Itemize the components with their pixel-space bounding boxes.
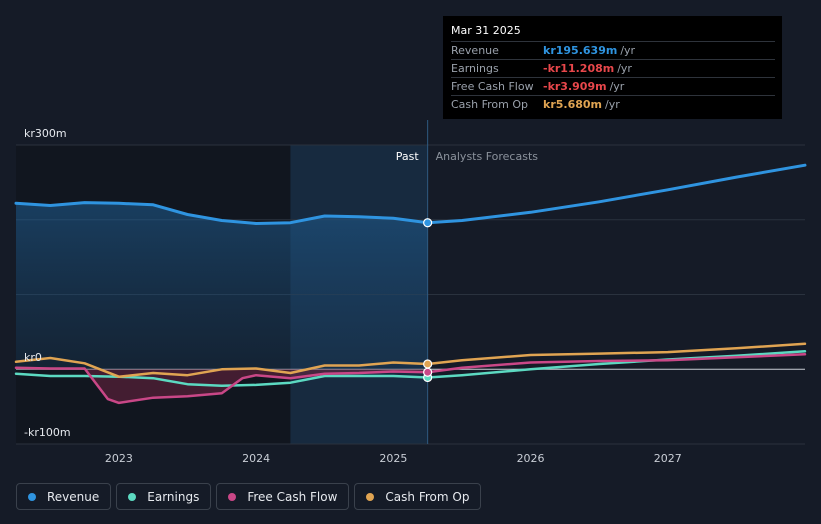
free-cash-flow-point [423,367,433,377]
legend-item-revenue[interactable]: Revenue [16,483,112,510]
tooltip-row-value: -kr11.208m [543,62,615,75]
tooltip-row: Revenue kr195.639m/yr [451,42,775,60]
tooltip-row: Cash From Op kr5.680m/yr [451,96,775,113]
tooltip-row-label: Cash From Op [451,98,529,111]
legend-dot-icon [228,492,237,501]
revenue-area [16,202,428,370]
revenue-point [423,218,433,228]
tooltip-row: Free Cash Flow -kr3.909m/yr [451,78,775,96]
legend-label: Earnings [147,489,200,504]
legend-dot-icon [128,492,137,501]
past-label: Past [396,150,420,163]
tooltip-row-label: Earnings [451,62,499,75]
cash-from-op-line [14,342,807,378]
revenue-line [14,163,807,225]
tooltip-date: Mar 31 2025 [451,24,775,42]
tooltip-row: Earnings -kr11.208m/yr [451,60,775,78]
legend-label: Cash From Op [385,489,470,504]
tooltip-row-label: Free Cash Flow [451,80,534,93]
tooltip-row-value: kr195.639m [543,44,618,57]
legend-dot-icon [28,492,36,501]
tooltip-row-unit: /yr [620,44,636,57]
legend-item-free-cash-flow[interactable]: Free Cash Flow [216,483,350,510]
tooltip-row-unit: /yr [605,98,620,111]
tooltip-row-unit: /yr [609,80,625,93]
x-tick-label: 2027 [654,452,682,465]
y-label-top: kr300m [24,127,67,140]
tooltip-row-label: Revenue [451,44,499,57]
free-cash-flow-line [14,353,807,405]
tooltip-row-unit: /yr [617,62,632,75]
legend-dot-icon [366,492,375,501]
legend-label: Free Cash Flow [247,489,338,504]
tooltip-row-value: -kr3.909m [543,80,607,93]
y-label-bottom: -kr100m [24,426,71,439]
forecast-label: Analysts Forecasts [436,150,539,163]
legend-label: Revenue [47,489,100,504]
y-label-zero: kr0 [24,351,42,364]
legend-item-cash-from-op[interactable]: Cash From Op [354,483,482,510]
legend: Revenue Earnings Free Cash Flow Cash From O… [16,483,482,510]
x-tick-label: 2026 [517,452,545,465]
legend-item-earnings[interactable]: Earnings [116,483,212,510]
x-tick-label: 2025 [379,452,407,465]
tooltip-row-value: kr5.680m [543,98,602,111]
tooltip: Mar 31 2025 Revenue kr195.639m/yr Earnings… [443,16,782,119]
x-tick-label: 2023 [105,452,133,465]
x-tick-label: 2024 [242,452,270,465]
cash-from-op-point [423,359,433,369]
